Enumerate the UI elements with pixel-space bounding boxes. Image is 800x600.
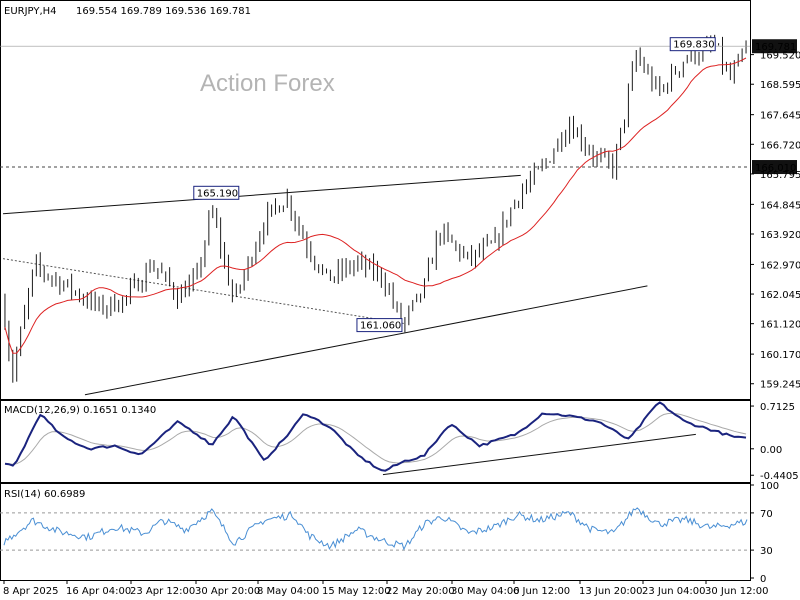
y-tick-label: 167.645 (760, 111, 800, 122)
y-tick-label: 164.845 (760, 200, 800, 211)
macd-title: MACD(12,26,9) 0.1651 0.1340 (4, 405, 156, 416)
y-axis-ticks: 169.781 166.010 169.520 168.595 167.645 166.7… (750, 39, 800, 585)
annotation-label: 169.830 (673, 40, 714, 51)
annotation-box (356, 318, 403, 333)
trendline (2, 174, 521, 215)
x-tick-label: 6 Jun 12:00 (513, 586, 570, 597)
y-tick-label: 159.245 (760, 380, 800, 391)
y-tick-label: 169.520 (760, 51, 800, 62)
chart-frame (0, 0, 751, 581)
price-annotations: 165.190 161.060 169.830 (193, 37, 716, 333)
x-tick-label: 16 Apr 04:00 (66, 586, 131, 597)
price-label-bg (752, 160, 797, 175)
x-tick-label: 8 May 04:00 (257, 586, 319, 597)
y-tick-label: 162.045 (760, 290, 800, 301)
y-tick-label: 162.970 (760, 260, 800, 271)
macd-line (4, 401, 747, 472)
rsi-tick-label: 0 (760, 574, 766, 585)
x-tick-label: 23 Apr 12:00 (130, 586, 195, 597)
rsi-tick-label: 30 (760, 546, 773, 557)
x-tick-label: 13 Jun 20:00 (579, 586, 643, 597)
price-trendlines (2, 174, 648, 396)
price-label: 169.781 (755, 42, 796, 53)
symbol-timeframe: EURJPY,H4 (4, 6, 57, 17)
macd-trendline-segment (382, 433, 696, 476)
price-pane-border (0, 0, 751, 400)
y-tick-label: 165.795 (760, 170, 800, 181)
moving-average-line (4, 57, 747, 354)
macd-pane: MACD(12,26,9) 0.1651 0.1340 (4, 401, 747, 476)
x-tick-label: 30 Apr 20:00 (195, 586, 260, 597)
x-tick-label: 23 Jun 04:00 (642, 586, 706, 597)
macd-tick-label: 0.7125 (760, 402, 795, 413)
price-label-bg (752, 39, 797, 54)
rsi-pane: RSI(14) 60.6989 (0, 489, 750, 551)
annotation-box (193, 185, 240, 200)
macd-signal-line (4, 412, 747, 465)
x-tick-label: 30 Jun 12:00 (705, 586, 769, 597)
rsi-tick-label: 70 (760, 509, 773, 520)
rsi-pane-border (0, 483, 751, 581)
y-tick-label: 161.120 (760, 320, 800, 331)
x-tick-label: 8 Apr 2025 (3, 586, 58, 597)
macd-pane-border (0, 400, 751, 483)
annotation-label: 165.190 (197, 188, 238, 199)
macd-tick-label: 0.00 (760, 445, 782, 456)
x-tick-label: 30 May 04:00 (451, 586, 520, 597)
annotation-box (669, 37, 716, 52)
macd-tick-label: -0.4405 (760, 471, 799, 482)
annotation-label: 161.060 (360, 321, 401, 332)
price-label: 166.010 (755, 163, 796, 174)
watermark: Action Forex (200, 70, 335, 97)
y-tick-label: 166.720 (760, 140, 800, 151)
rsi-level-lines (0, 512, 750, 551)
x-tick-label: 15 May 12:00 (322, 586, 391, 597)
ohlc-values: 169.554 169.789 169.536 169.781 (76, 6, 251, 17)
rsi-tick-label: 100 (760, 481, 779, 492)
rsi-title: RSI(14) 60.6989 (4, 489, 85, 500)
y-tick-label: 160.170 (760, 350, 800, 361)
rsi-line (3, 507, 748, 551)
y-tick-label: 163.920 (760, 230, 800, 241)
x-tick-label: 22 May 20:00 (386, 586, 455, 597)
y-tick-label: 168.595 (760, 80, 800, 91)
price-pane: Action Forex 165.190 161.060 169.830 EURJP… (0, 6, 750, 396)
macd-trendline (382, 433, 696, 476)
trendline (84, 285, 648, 396)
price-horizontal-lines (0, 45, 750, 168)
